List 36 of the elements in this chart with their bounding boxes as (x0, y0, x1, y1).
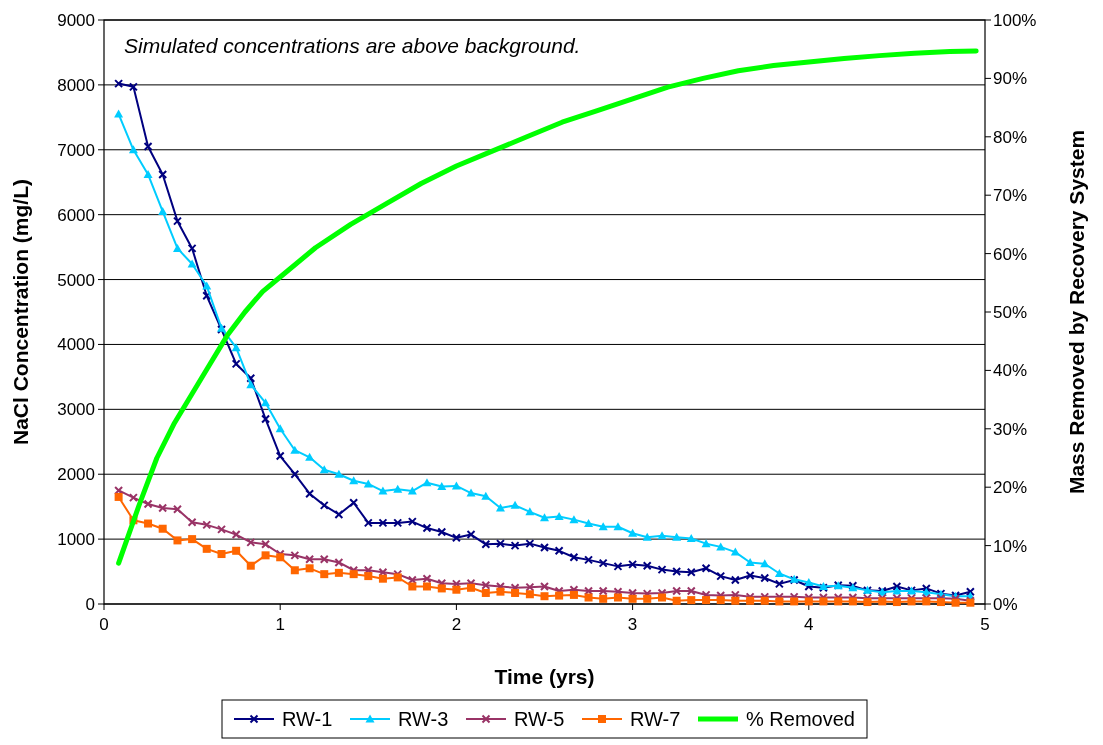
x-axis-title: Time (yrs) (494, 665, 595, 688)
legend-label: % Removed (746, 708, 855, 730)
annotation: Simulated concentrations are above background. (124, 34, 581, 57)
legend-label: RW-7 (630, 708, 681, 730)
x-tick-label: 3 (627, 615, 638, 634)
y-tick-label: 5000 (57, 270, 95, 290)
y2-tick-label: 0% (993, 594, 1018, 614)
y-tick-label: 2000 (57, 465, 95, 485)
y2-tick-label: 80% (993, 127, 1028, 147)
y-tick-label: 6000 (57, 205, 95, 225)
x-tick-label: 5 (980, 615, 990, 634)
x-tick-label: 2 (451, 615, 462, 634)
y2-tick-label: 20% (993, 478, 1028, 498)
legend-label: RW-3 (398, 708, 449, 730)
y2-tick-label: 60% (993, 244, 1028, 264)
y2-tick-label: 70% (993, 186, 1028, 206)
y-tick-label: 3000 (57, 400, 95, 420)
y-tick-label: 8000 (57, 75, 95, 95)
y-tick-label: 7000 (57, 140, 95, 160)
legend-label: RW-5 (514, 708, 565, 730)
legend-label: RW-1 (282, 708, 333, 730)
y-tick-label: 9000 (57, 10, 95, 30)
y-tick-label: 0 (85, 594, 95, 614)
x-tick-label: 0 (99, 615, 109, 634)
y2-axis-title: Mass Removed by Recovery System (1065, 129, 1088, 495)
y-axis-title: NaCl Concentration (mg/L) (9, 179, 32, 445)
y-tick-label: 1000 (57, 530, 95, 550)
y2-tick-label: 10% (993, 536, 1028, 556)
y2-tick-label: 90% (993, 69, 1028, 89)
x-tick-label: 1 (275, 615, 285, 634)
y2-tick-label: 50% (993, 302, 1028, 322)
y2-tick-label: 100% (993, 10, 1037, 30)
y2-tick-label: 30% (993, 419, 1028, 439)
y2-tick-label: 40% (993, 361, 1028, 381)
y-tick-label: 4000 (57, 335, 95, 355)
x-tick-label: 4 (804, 615, 814, 634)
